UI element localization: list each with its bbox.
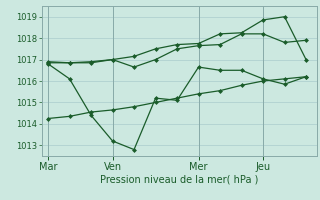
X-axis label: Pression niveau de la mer( hPa ): Pression niveau de la mer( hPa ) [100,174,258,184]
